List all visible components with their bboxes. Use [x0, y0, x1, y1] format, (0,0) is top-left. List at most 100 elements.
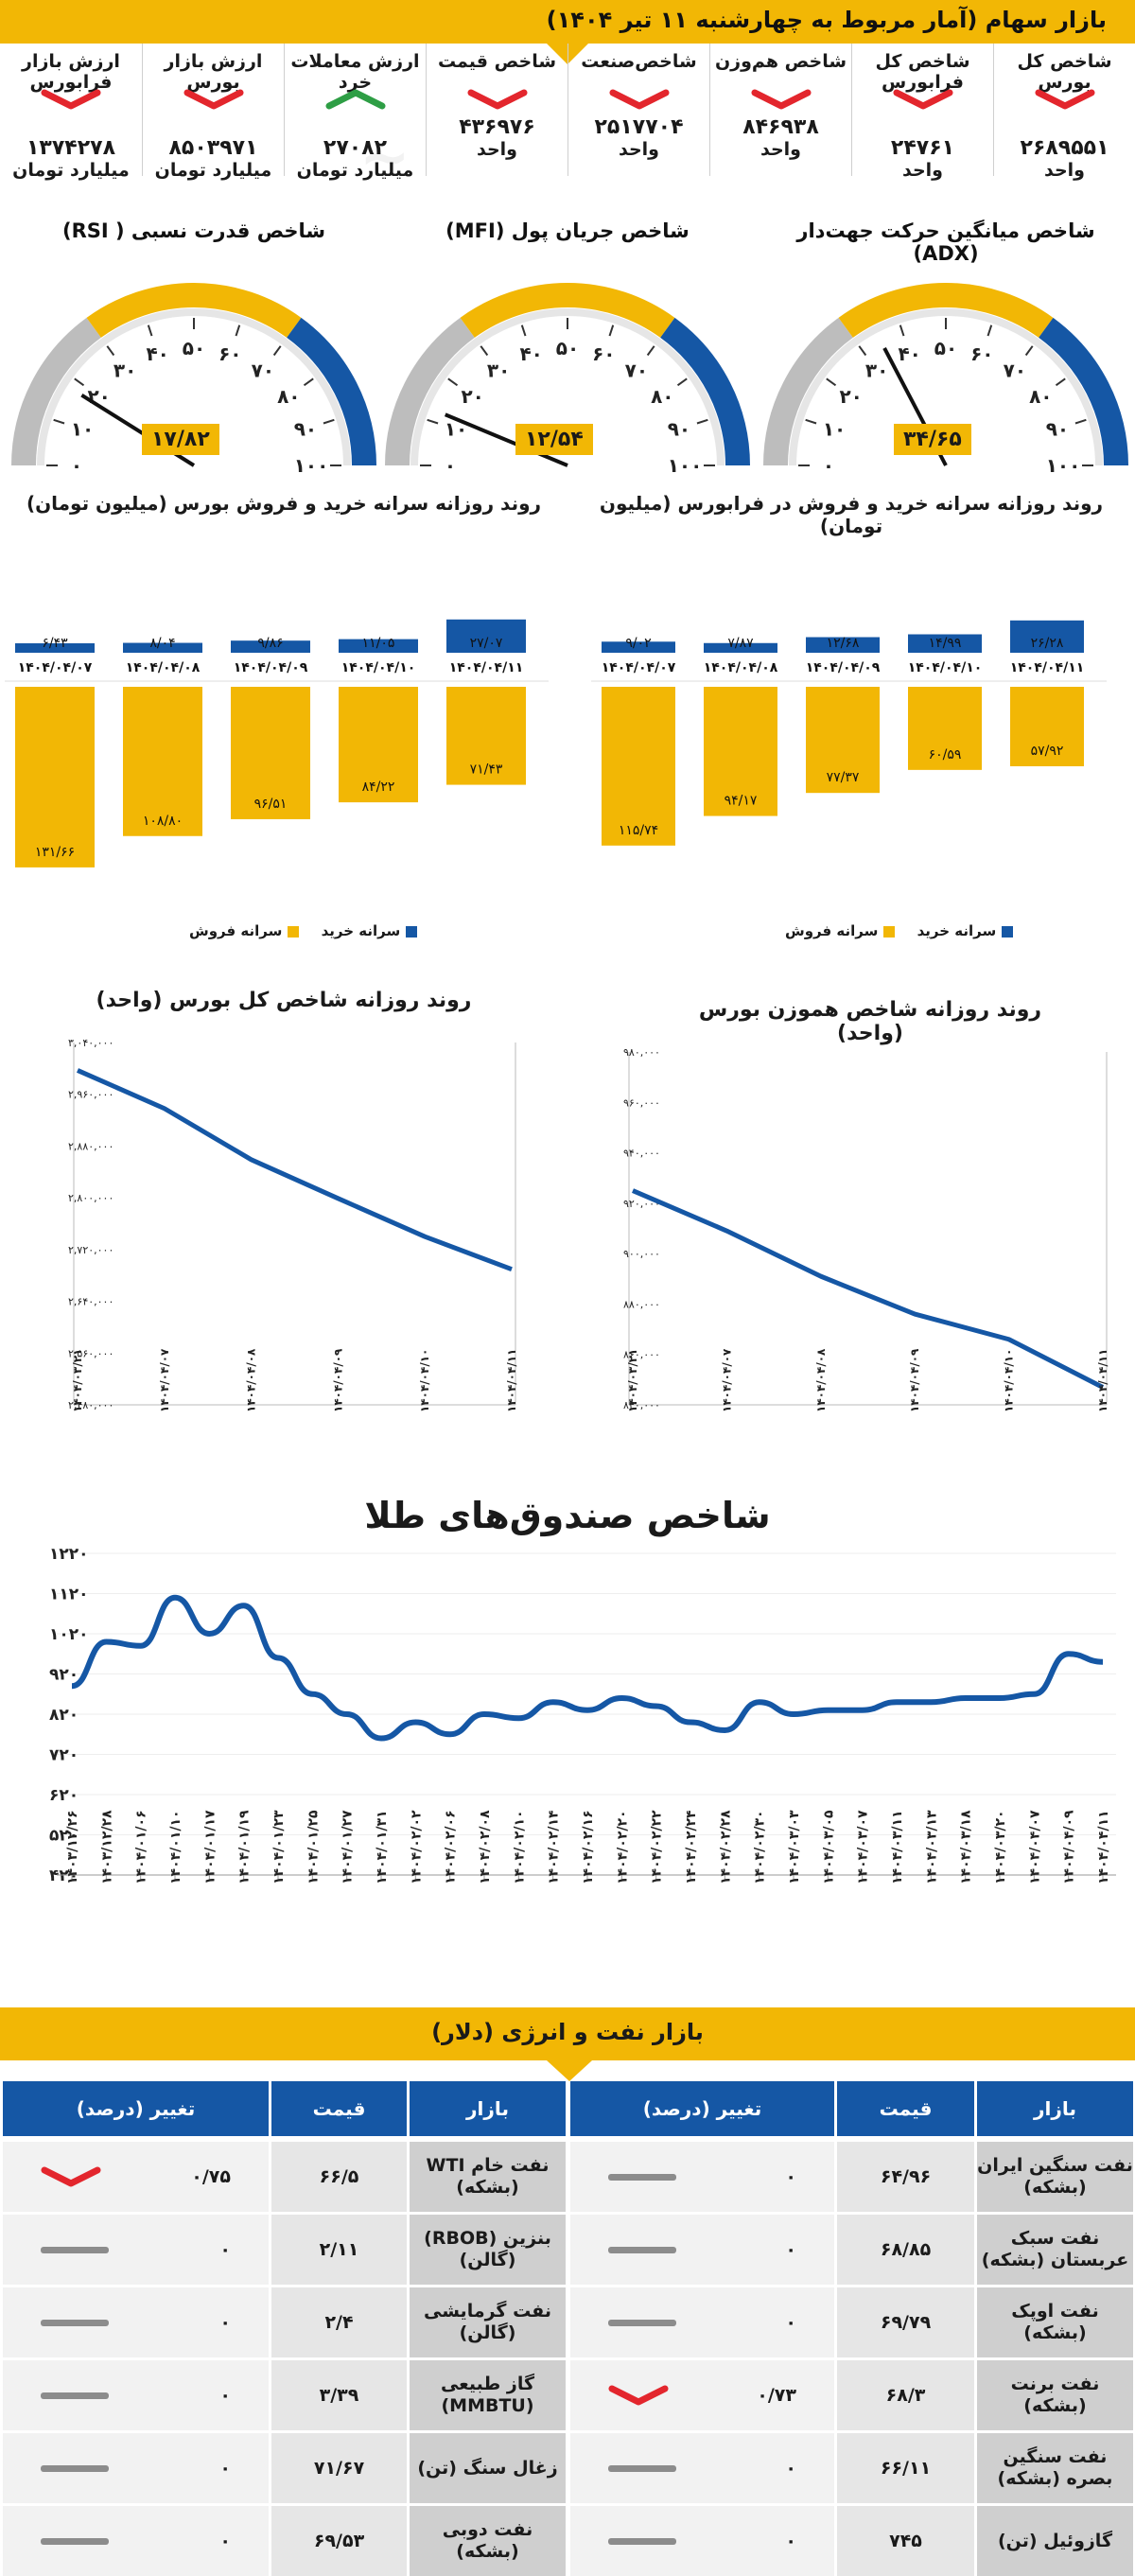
x-tick-label: ۱۴۰۴/۰۳/۲۱ [626, 1349, 639, 1412]
gauge-tick [428, 420, 438, 424]
gauge-tick-label: ۸۰ [1029, 385, 1052, 408]
down-arrow-icon [751, 89, 812, 110]
gauge-tick [480, 346, 487, 356]
down-arrow-icon [41, 2166, 101, 2187]
x-tick-label: ۱۴۰۴/۰۴/۱۰ [418, 1349, 431, 1412]
category-label: ۱۴۰۴/۰۴/۰۹ [806, 660, 881, 675]
gauge-tick [987, 325, 991, 336]
buy-label: ۱۱/۰۵ [362, 636, 395, 651]
gauge-tick [274, 346, 281, 356]
category-label: ۱۴۰۴/۰۴/۰۸ [126, 660, 201, 675]
sell-label: ۷۷/۳۷ [827, 770, 860, 785]
stat-unit: میلیارد تومان [0, 160, 142, 181]
x-tick-label: ۱۴۰۴/۰۴/۰۹ [331, 1348, 344, 1412]
gauge-tick [107, 346, 114, 356]
arrow-path [755, 93, 808, 106]
buy-label: ۲۶/۲۸ [1031, 636, 1064, 651]
watermark: ~ [359, 123, 410, 193]
oil-change: ۰ [3, 2360, 269, 2430]
x-tick-label: ۱۴۰۴/۰۴/۱۱ [505, 1349, 518, 1412]
gauge-value: ۱۲/۵۴ [515, 424, 593, 455]
gauge-tick-label: ۴۰ [146, 342, 168, 365]
oil-change-value: ۰/۷۳ [757, 2385, 796, 2407]
oil-change-value: ۰ [785, 2458, 796, 2480]
gauge-tick-label: ۱۰ [823, 418, 846, 441]
stat-label: ارزش بازار بورس [143, 51, 284, 93]
gauge-tick [448, 378, 458, 385]
stat-unit: واحد [427, 139, 568, 160]
oil-price: ۶۹/۷۹ [837, 2287, 974, 2357]
x-tick-label: ۱۴۰۴/۰۱/۲۵ [306, 1810, 321, 1884]
oil-market-name: بنزین (RBOB) (گالن) [410, 2215, 566, 2285]
oil-change-value: ۰ [219, 2458, 231, 2480]
oil-market-name: زغال سنگ (تن) [410, 2433, 566, 2503]
arrow-path [329, 93, 382, 106]
gauge-tick-label: ۷۰ [625, 359, 648, 382]
x-tick-label: ۱۴۰۴/۰۱/۲۳ [271, 1810, 287, 1884]
flat-icon [608, 2320, 676, 2326]
series-line [633, 1191, 1103, 1388]
sell-label: ۹۶/۵۱ [254, 797, 288, 812]
buy-label: ۷/۸۷ [727, 636, 754, 651]
oil-market-name: نفت خام WTI (بشکه) [410, 2142, 566, 2212]
gauge-tick-label: ۰ [445, 454, 456, 477]
down-arrow-icon [183, 89, 244, 110]
stat-unit: واحد [568, 139, 709, 160]
gauge-tick [806, 420, 816, 424]
oil-market-name: نفت دوبی (بشکه) [410, 2506, 566, 2576]
right-legend: سرانه خرید سرانه فروش [785, 922, 1019, 939]
y-tick-label: ۸۲۰ [49, 1706, 79, 1725]
flat-icon [41, 2392, 109, 2399]
right-flow-chart: ۹/۰۲۱۴۰۴/۰۴/۰۷۱۱۵/۷۴۷/۸۷۱۴۰۴/۰۴/۰۸۹۴/۱۷۱… [586, 530, 1135, 908]
buy-label: ۹/۸۶ [257, 636, 283, 651]
x-tick-label: ۱۴۰۳/۱۲/۲۸ [99, 1810, 114, 1884]
stat-label: شاخص قیمت [427, 51, 568, 72]
oil-change-value: ۰ [219, 2385, 231, 2407]
gauge-tick [75, 378, 84, 385]
oil-price: ۶۸/۳ [837, 2360, 974, 2430]
oil-header-change: تغییر (درصد) [3, 2081, 269, 2136]
oil-price: ۲/۴ [271, 2287, 407, 2357]
gauge-tick-label: ۱۰ [71, 418, 94, 441]
arrow-path [44, 93, 97, 106]
oil-market-name: نفت برنت (بشکه) [977, 2360, 1133, 2430]
sell-label: ۸۴/۲۲ [362, 780, 395, 795]
sell-label: ۱۰۸/۸۰ [143, 814, 183, 829]
gauge-tick-label: ۹۰ [294, 418, 317, 441]
oil-price: ۷۱/۶۷ [271, 2433, 407, 2503]
gauge-tick [54, 420, 64, 424]
arrow-path [44, 2170, 97, 2183]
flat-icon [608, 2538, 676, 2545]
oil-change: ۰ [3, 2433, 269, 2503]
oil-change: ۰ [3, 2287, 269, 2357]
x-tick-label: ۱۴۰۴/۰۴/۰۹ [1062, 1810, 1077, 1884]
oil-price: ۶۶/۵ [271, 2142, 407, 2212]
buy-label: ۹/۰۲ [625, 636, 651, 651]
stat-value: ۲۵۱۷۷۰۴ [568, 115, 709, 139]
left-flow-chart: ۶/۴۳۱۴۰۴/۰۴/۰۷۱۳۱/۶۶۸/۰۴۱۴۰۴/۰۴/۰۸۱۰۸/۸۰… [0, 530, 568, 908]
gauge-tick-label: ۱۰۰ [668, 454, 703, 477]
gauge-tick-label: ۰ [823, 454, 834, 477]
gauge-tick [304, 378, 313, 385]
arrow-path [897, 93, 950, 106]
stat-value: ۸۴۶۹۳۸ [710, 115, 851, 139]
oil-price: ۶۴/۹۶ [837, 2142, 974, 2212]
gauge-tick [648, 346, 655, 356]
x-tick-label: ۱۴۰۴/۰۲/۱۴ [547, 1810, 562, 1884]
stat-value: ۲۴۷۶۱ [852, 136, 993, 160]
oil-price: ۶۸/۸۵ [837, 2215, 974, 2285]
x-tick-label: ۱۴۰۴/۰۱/۱۷ [202, 1810, 218, 1884]
sell-label: ۵۷/۹۲ [1031, 744, 1064, 759]
sell-label: ۹۴/۱۷ [725, 794, 758, 809]
oil-change: ۰ [570, 2506, 834, 2576]
gauge-tick [1056, 378, 1065, 385]
gauge-tick [900, 325, 904, 336]
arrow-path [471, 93, 524, 106]
x-tick-label: ۱۴۰۴/۰۲/۱۰ [512, 1810, 527, 1884]
gauge-tick-label: ۲۰ [461, 385, 483, 408]
x-tick-label: ۱۴۰۴/۰۳/۰۵ [821, 1810, 836, 1884]
